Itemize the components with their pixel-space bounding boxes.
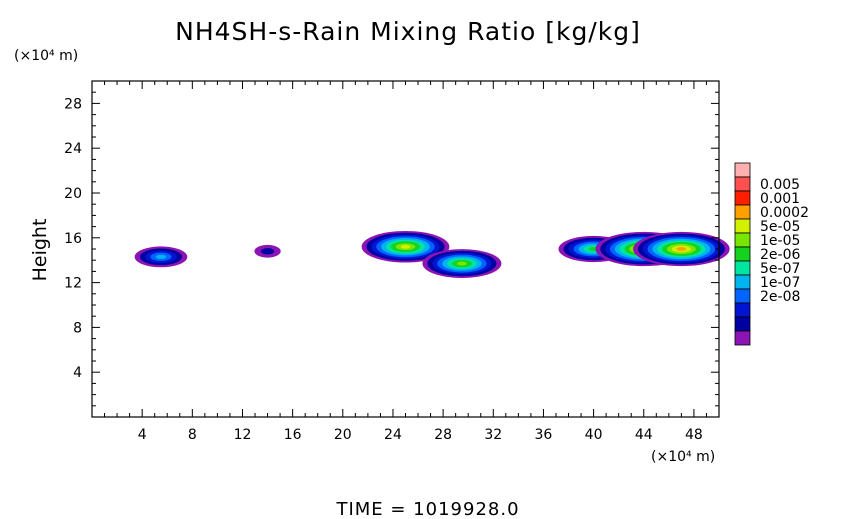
colorbar-swatch — [734, 176, 751, 192]
x-axis-unit: (×10⁴ m) — [651, 449, 715, 465]
feature-contour — [676, 247, 687, 251]
y-tick-label: 24 — [64, 141, 82, 157]
feature-7 — [633, 231, 730, 267]
colorbar-swatch — [734, 316, 751, 332]
chart-title: NH4SH-s-Rain Mixing Ratio [kg/kg] — [175, 17, 641, 46]
x-tick-label: 40 — [585, 427, 603, 443]
y-tick-label: 12 — [64, 276, 82, 292]
feature-4 — [422, 249, 502, 279]
colorbar-label: 5e-05 — [760, 219, 800, 235]
feature-contour — [456, 261, 467, 266]
y-tick-label: 16 — [64, 231, 82, 247]
colorbar-label: 5e-07 — [760, 261, 800, 277]
colorbar-label: 1e-05 — [760, 233, 800, 249]
x-tick-label: 48 — [685, 427, 703, 443]
x-tick-label: 8 — [188, 427, 197, 443]
colorbar-swatch — [734, 190, 751, 206]
y-tick-label: 28 — [64, 96, 82, 112]
colorbar-label: 1e-07 — [760, 275, 800, 291]
colorbar-swatch — [734, 302, 751, 318]
colorbar-swatch — [734, 204, 751, 220]
colorbar-label: 2e-08 — [760, 289, 800, 305]
x-tick-label: 20 — [334, 427, 352, 443]
colorbar-swatch — [734, 232, 751, 248]
y-tick-label: 8 — [73, 320, 82, 336]
colorbar-label: 0.0002 — [760, 205, 809, 221]
colorbar-swatch — [734, 330, 751, 346]
colorbar-swatch — [734, 274, 751, 290]
x-tick-label: 12 — [234, 427, 252, 443]
colorbar-swatch — [734, 246, 751, 262]
colorbar-label: 0.001 — [760, 191, 800, 207]
colorbar-swatch — [734, 218, 751, 234]
x-tick-label: 28 — [434, 427, 452, 443]
x-tick-label: 4 — [138, 427, 147, 443]
feature-3 — [361, 230, 450, 263]
colorbar-label: 0.005 — [760, 177, 800, 193]
y-tick-label: 20 — [64, 186, 82, 202]
colorbar-swatch — [734, 260, 751, 276]
x-tick-label: 16 — [284, 427, 302, 443]
time-label: TIME = 1019928.0 — [335, 499, 519, 519]
x-tick-label: 32 — [484, 427, 502, 443]
x-tick-label: 44 — [635, 427, 653, 443]
colorbar-swatch — [734, 162, 751, 178]
feature-2 — [254, 244, 281, 258]
feature-contour — [155, 254, 167, 259]
x-tick-label: 36 — [535, 427, 553, 443]
feature-1 — [134, 246, 188, 268]
x-tick-label: 24 — [384, 427, 402, 443]
feature-contour — [400, 244, 411, 249]
feature-contour — [260, 248, 275, 255]
y-tick-label: 4 — [73, 365, 82, 381]
y-axis-label: Height — [29, 219, 51, 282]
plot-area — [134, 230, 730, 279]
colorbar: 0.0050.0010.00025e-051e-052e-065e-071e-0… — [734, 162, 809, 346]
colorbar-label: 2e-06 — [760, 247, 800, 263]
y-axis-unit: (×10⁴ m) — [14, 48, 78, 64]
colorbar-swatch — [734, 288, 751, 304]
